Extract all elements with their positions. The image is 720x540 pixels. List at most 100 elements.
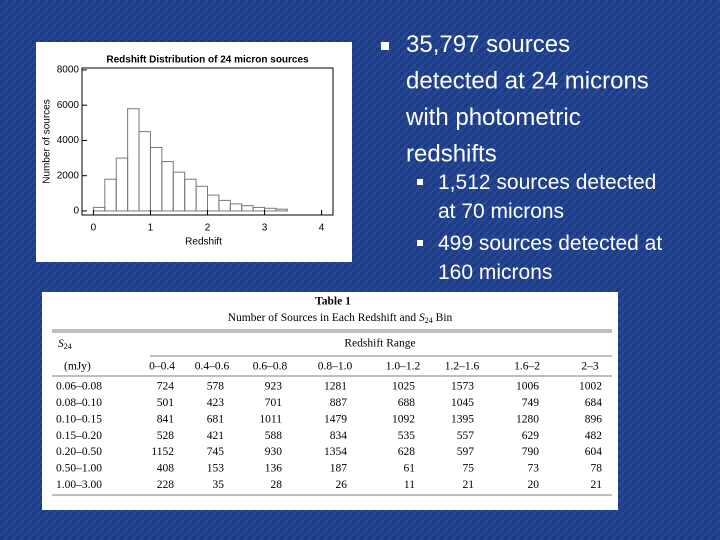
y-tick-label: 4000 (57, 135, 80, 146)
table-cell: 688 (398, 397, 416, 409)
table-cell: 887 (330, 397, 348, 409)
table-cell: 61 (404, 463, 416, 475)
group-header: Redshift Range (344, 338, 415, 350)
y-axis-label: Number of sources (42, 99, 53, 183)
row-header-subscript: 24 (64, 342, 72, 351)
column-header: 0.8–1.0 (318, 361, 353, 373)
bullet-text: 35,797 sources detected at 24 microns with… (405, 31, 649, 168)
table-cell: 597 (457, 446, 475, 458)
row-header: S24 (58, 338, 72, 351)
table-cell: 684 (585, 397, 603, 409)
table-cell: 896 (585, 413, 603, 425)
table-cell: 21 (591, 479, 603, 491)
caption-end: Bin (433, 312, 453, 324)
table-cell: 701 (265, 397, 283, 409)
row-label: 0.06–0.08 (56, 381, 102, 393)
table-cell: 588 (265, 430, 283, 442)
table-cell: 1006 (516, 381, 539, 393)
table-cell: 153 (207, 463, 225, 475)
caption-text: Number of Sources in Each Redshift and (228, 312, 419, 324)
table-cell: 1152 (151, 446, 174, 458)
table-cell: 578 (207, 381, 225, 393)
table-cell: 841 (157, 413, 175, 425)
table-panel (42, 292, 618, 510)
table-cell: 35 (213, 479, 225, 491)
table-cell: 408 (157, 463, 175, 475)
table-cell: 1045 (451, 397, 474, 409)
table-cell: 187 (330, 463, 348, 475)
sub-bullet-marker (417, 179, 423, 185)
table-cell: 628 (398, 446, 416, 458)
row-label: 0.20–0.50 (56, 446, 102, 458)
table-cell: 1354 (324, 446, 347, 458)
chart-panel (36, 42, 352, 262)
x-tick-label: 1 (148, 223, 154, 234)
table-cell: 20 (528, 479, 540, 491)
row-label: 0.50–1.00 (56, 463, 102, 475)
column-header: 0.4–0.6 (195, 361, 230, 373)
row-label: 0.10–0.15 (56, 413, 102, 425)
table-cell: 73 (528, 463, 540, 475)
bar (275, 208, 288, 212)
table-cell: 535 (398, 430, 416, 442)
table-cell: 1011 (259, 413, 282, 425)
column-header: 0–0.4 (149, 361, 175, 373)
table-cell: 604 (585, 446, 603, 458)
caption-subscript: 24 (425, 316, 433, 325)
table-cell: 501 (157, 397, 175, 409)
table-cell: 790 (522, 446, 540, 458)
table-cell: 11 (404, 479, 415, 491)
table-cell: 930 (265, 446, 283, 458)
row-label: 0.08–0.10 (56, 397, 102, 409)
table-cell: 557 (457, 430, 475, 442)
table-cell: 1092 (392, 413, 415, 425)
table-cell: 749 (522, 397, 540, 409)
caption-symbol: S (419, 312, 425, 324)
column-header: 1.6–2 (514, 361, 540, 373)
column-header: 2–3 (581, 361, 599, 373)
table-cell: 26 (336, 479, 348, 491)
table-cell: 28 (271, 479, 283, 491)
table-cell: 1395 (451, 413, 474, 425)
y-tick-label: 2000 (57, 170, 80, 181)
chart-title: Redshift Distribution of 24 micron sourc… (106, 55, 309, 66)
sub-bullet-text: 499 sources detected at 160 microns (438, 232, 662, 284)
table-cell: 75 (463, 463, 475, 475)
table-cell: 1002 (579, 381, 602, 393)
table-cell: 834 (330, 430, 348, 442)
bullet-marker (381, 42, 389, 50)
row-header-unit: (mJy) (64, 361, 91, 373)
sub-bullet-text: 1,512 sources detected at 70 microns (438, 171, 656, 223)
y-tick-label: 6000 (57, 100, 80, 111)
table-cell: 421 (207, 430, 225, 442)
row-label: 1.00–3.00 (56, 479, 102, 491)
x-tick-label: 0 (91, 223, 97, 234)
column-header: 1.0–1.2 (386, 361, 421, 373)
table-cell: 78 (591, 463, 603, 475)
table-cell: 21 (463, 479, 475, 491)
table-cell: 1281 (324, 381, 347, 393)
table-cell: 745 (207, 446, 225, 458)
row-header-symbol: S (58, 338, 64, 350)
table-cell: 528 (157, 430, 175, 442)
x-axis-label: Redshift (185, 237, 222, 248)
row-label: 0.15–0.20 (56, 430, 102, 442)
x-tick-label: 3 (262, 223, 268, 234)
table-cell: 629 (522, 430, 540, 442)
table-cell: 1280 (516, 413, 539, 425)
table-cell: 1479 (324, 413, 347, 425)
table-cell: 482 (585, 430, 603, 442)
table-cell: 681 (207, 413, 225, 425)
table-cell: 136 (265, 463, 283, 475)
table-title: Table 1 (315, 296, 351, 308)
table-cell: 423 (207, 397, 225, 409)
x-tick-label: 4 (319, 223, 325, 234)
column-header: 1.2–1.6 (445, 361, 480, 373)
table-cell: 923 (265, 381, 283, 393)
table-caption: Number of Sources in Each Redshift and S… (228, 312, 453, 325)
column-header: 0.6–0.8 (253, 361, 288, 373)
x-tick-label: 2 (205, 223, 211, 234)
table-cell: 1573 (451, 381, 474, 393)
